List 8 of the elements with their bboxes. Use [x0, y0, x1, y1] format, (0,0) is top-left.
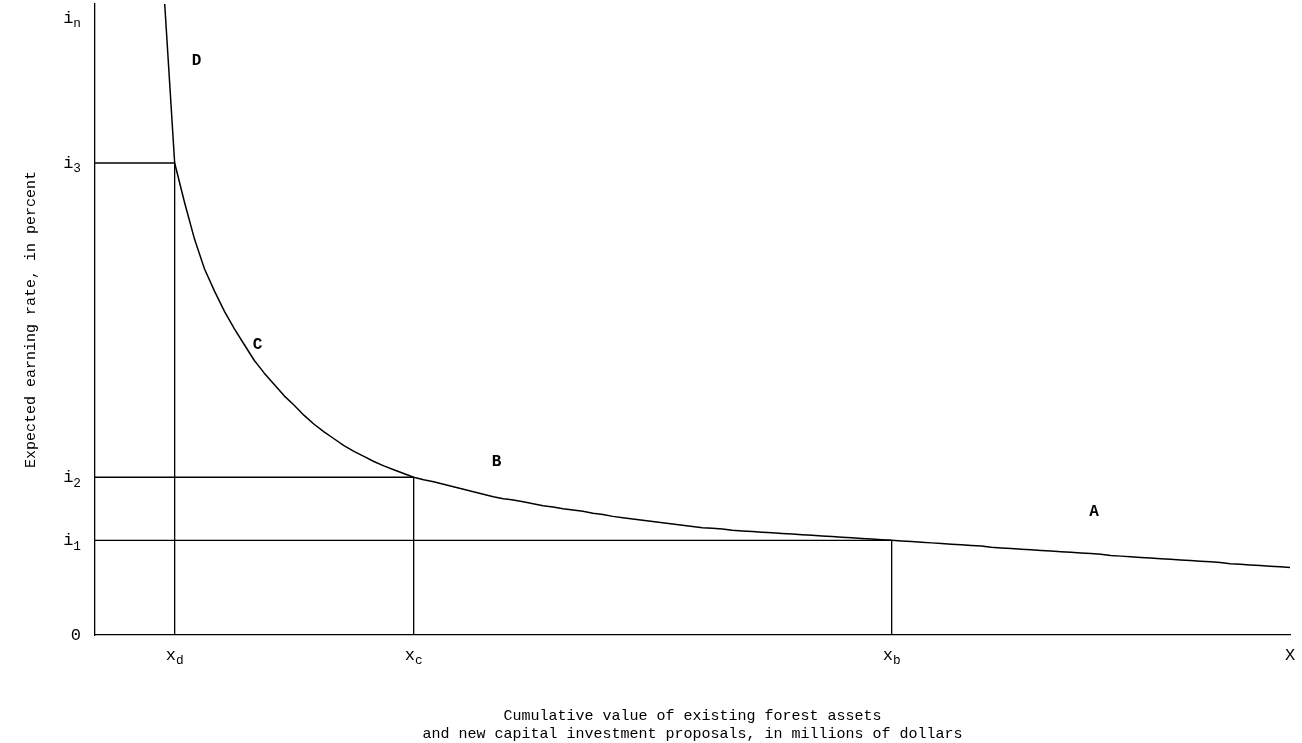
annotation: B: [491, 452, 502, 471]
x-axis-title: Cumulative value of existing forest assets and new capital investment proposals, in millions of dollars: [422, 707, 963, 743]
annotation: C: [252, 335, 263, 354]
annotation: A: [1089, 502, 1100, 521]
y-axis-title: Expected earning rate, in percent: [22, 170, 40, 469]
x-tick-label: X: [1284, 645, 1296, 665]
text: 0: [70, 625, 81, 645]
annotation: D: [191, 51, 202, 70]
